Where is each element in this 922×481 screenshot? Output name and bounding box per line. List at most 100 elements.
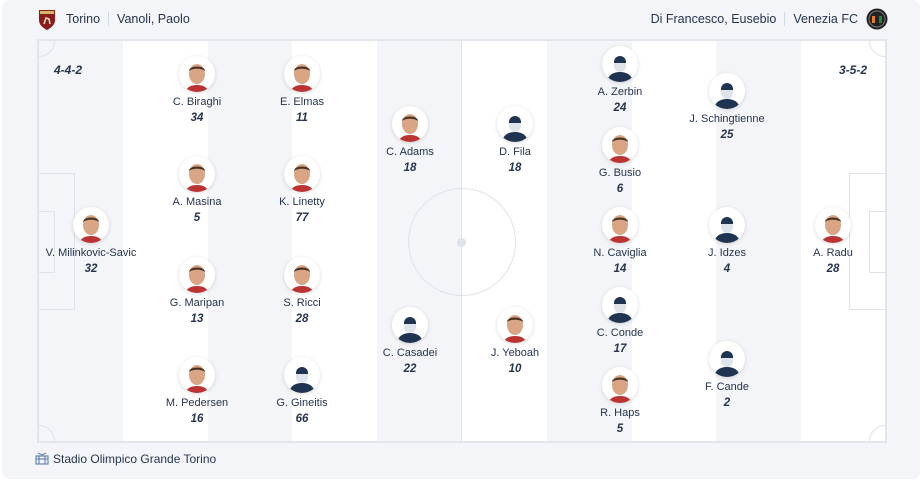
player-photo-icon (290, 64, 314, 92)
player-number: 25 (720, 129, 734, 141)
player-away[interactable]: F. Cande 2 (672, 341, 782, 409)
player-avatar (497, 106, 533, 142)
player-away[interactable]: G. Busio 6 (565, 127, 675, 195)
player-away[interactable]: J. Yeboah 10 (460, 307, 570, 375)
player-number: 2 (723, 397, 731, 409)
divider (784, 12, 786, 26)
home-goal-area (39, 211, 55, 273)
player-home[interactable]: C. Biraghi 34 (142, 56, 252, 124)
player-name: C. Conde (596, 327, 644, 339)
player-number: 34 (190, 112, 204, 124)
player-number: 18 (403, 162, 417, 174)
player-home[interactable]: M. Pedersen 16 (142, 357, 252, 425)
player-photo-icon (290, 265, 314, 293)
player-number: 18 (508, 162, 522, 174)
torino-crest-icon (39, 10, 55, 30)
player-home[interactable]: C. Casadei 22 (355, 307, 465, 375)
player-avatar (602, 207, 638, 243)
away-formation: 3-5-2 (839, 63, 868, 77)
player-photo-icon (608, 375, 632, 403)
home-formation: 4-4-2 (54, 63, 83, 77)
player-name: K. Linetty (279, 196, 325, 208)
player-avatar (602, 287, 638, 323)
player-avatar (179, 156, 215, 192)
player-number: 5 (193, 212, 201, 224)
player-number: 28 (826, 263, 840, 275)
player-home[interactable]: S. Ricci 28 (247, 257, 357, 325)
player-name: J. Idzes (708, 247, 746, 259)
player-name: F. Cande (704, 381, 750, 393)
player-home[interactable]: G. Gineitis 66 (247, 357, 357, 425)
player-name: E. Elmas (279, 96, 324, 108)
player-name: M. Pedersen (165, 397, 229, 409)
player-number: 5 (616, 423, 624, 435)
player-name: G. Maripan (169, 297, 225, 309)
player-name: A. Zerbin (597, 86, 643, 98)
player-photo-icon (185, 365, 209, 393)
player-number: 22 (403, 363, 417, 375)
player-photo-icon (608, 215, 632, 243)
player-away[interactable]: N. Caviglia 14 (565, 207, 675, 275)
player-silhouette-icon (289, 367, 315, 393)
player-name: G. Gineitis (276, 397, 328, 409)
player-avatar (179, 357, 215, 393)
player-photo-icon (79, 215, 103, 243)
player-avatar (709, 73, 745, 109)
player-number: 77 (295, 212, 309, 224)
player-avatar (602, 367, 638, 403)
away-team-name[interactable]: Venezia FC (793, 12, 858, 26)
away-coach[interactable]: Di Francesco, Eusebio (650, 12, 777, 26)
player-away[interactable]: A. Zerbin 24 (565, 46, 675, 114)
home-penalty-box (39, 173, 75, 310)
player-name: C. Biraghi (172, 96, 222, 108)
player-avatar (179, 257, 215, 293)
player-home[interactable]: E. Elmas 11 (247, 56, 357, 124)
player-away[interactable]: J. Idzes 4 (672, 207, 782, 275)
venue-name: Stadio Olimpico Grande Torino (53, 452, 217, 466)
player-name: C. Adams (386, 146, 434, 158)
player-avatar (709, 207, 745, 243)
player-home[interactable]: K. Linetty 77 (247, 156, 357, 224)
player-number: 4 (723, 263, 731, 275)
player-number: 10 (508, 363, 522, 375)
player-photo-icon (503, 315, 527, 343)
player-avatar (284, 56, 320, 92)
player-number: 66 (295, 413, 309, 425)
player-name: R. Haps (600, 407, 640, 419)
player-number: 32 (84, 263, 98, 275)
player-silhouette-icon (607, 56, 633, 82)
player-away[interactable]: J. Schingtienne 25 (672, 73, 782, 141)
player-silhouette-icon (714, 217, 740, 243)
player-name: G. Busio (598, 167, 642, 179)
player-avatar (392, 106, 428, 142)
center-spot (457, 238, 466, 247)
away-header: Di Francesco, Eusebio Venezia FC (650, 8, 888, 30)
player-away[interactable]: A. Radu 28 (778, 207, 888, 275)
center-circle (408, 188, 516, 296)
player-photo-icon (185, 164, 209, 192)
venezia-crest-icon (866, 8, 888, 30)
player-photo-icon (290, 164, 314, 192)
player-photo-icon (398, 114, 422, 142)
player-home[interactable]: V. Milinkovic-Savic 32 (36, 207, 146, 275)
player-home[interactable]: G. Maripan 13 (142, 257, 252, 325)
player-number: 14 (613, 263, 627, 275)
player-home[interactable]: A. Masina 5 (142, 156, 252, 224)
player-name: C. Casadei (382, 347, 438, 359)
player-number: 28 (295, 313, 309, 325)
player-name: S. Ricci (283, 297, 321, 309)
player-away[interactable]: D. Fila 18 (460, 106, 570, 174)
player-silhouette-icon (607, 297, 633, 323)
away-penalty-box (849, 173, 885, 310)
player-name: V. Milinkovic-Savic (45, 247, 137, 259)
home-team-name[interactable]: Torino (66, 12, 101, 26)
player-avatar (392, 307, 428, 343)
player-avatar (602, 46, 638, 82)
player-away[interactable]: R. Haps 5 (565, 367, 675, 435)
player-number: 13 (190, 313, 204, 325)
home-coach[interactable]: Vanoli, Paolo (117, 12, 190, 26)
player-name: D. Fila (499, 146, 531, 158)
player-avatar (73, 207, 109, 243)
player-home[interactable]: C. Adams 18 (355, 106, 465, 174)
player-away[interactable]: C. Conde 17 (565, 287, 675, 355)
